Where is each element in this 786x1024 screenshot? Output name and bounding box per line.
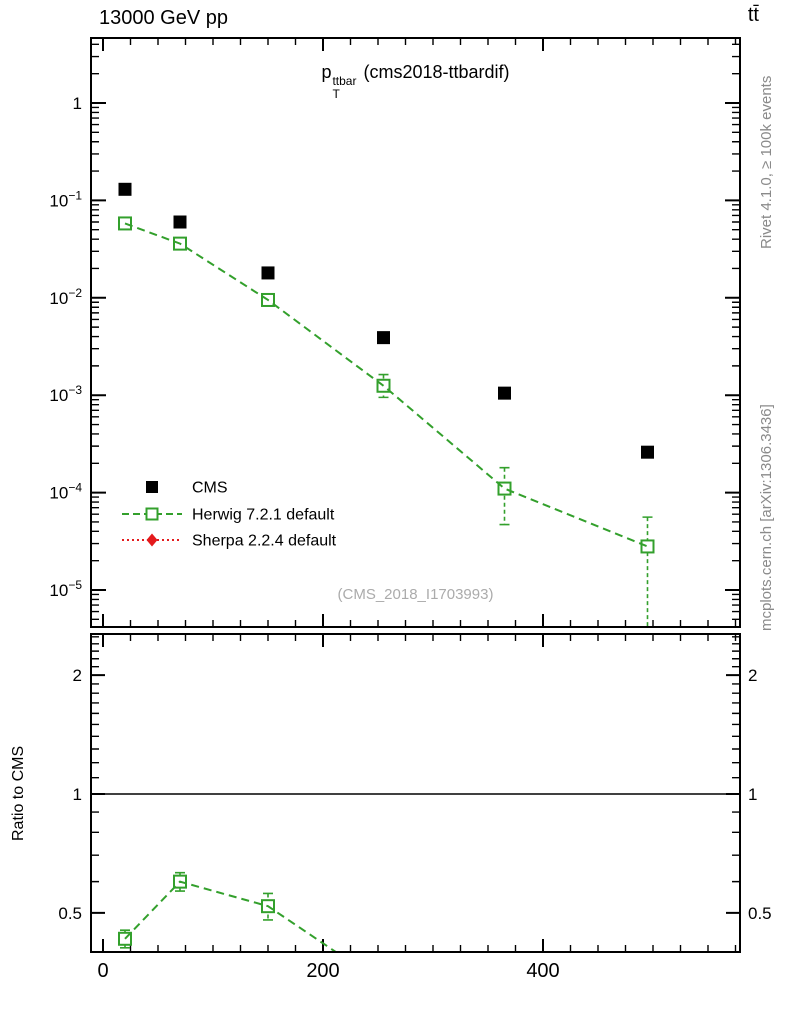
observable-base: p [321,62,332,82]
process-title: tt̄ [747,4,759,26]
tick-label: 1 [748,785,757,804]
axis-tick-labels: 1 10−1 10−2 10−3 10−4 10−5 2 2 1 1 0.5 0.5 0 200 400 [49,94,771,982]
tick-label: 10−2 [49,286,82,308]
beam-energy-title: 13000 GeV pp [99,7,228,29]
tick-label: 10−4 [49,481,82,503]
analysis-tag: (cms2018-ttbardif) [363,62,510,82]
tick-label: 400 [526,960,559,982]
main-herwig-series [118,216,655,626]
observable-subscript: T [332,86,340,101]
observable-supsub: ttbar T [332,75,356,100]
ratio-axis-label: Ratio to CMS [10,745,27,841]
legend-marker [146,533,158,547]
tick-label: 10−3 [49,383,82,405]
tick-label: 0.5 [58,904,82,923]
ratio-frame [90,633,741,953]
legend-label: Sherpa 2.2.4 default [192,533,337,550]
tick-label: 1 [73,94,82,113]
legend: CMS Herwig 7.2.1 default Sherpa 2.2.4 defa… [122,480,337,550]
tick-label: 2 [73,666,82,685]
observable-superscript: ttbar [332,74,357,88]
legend-marker [146,481,158,493]
analysis-watermark: (CMS_2018_I1703993) [337,586,494,603]
main-cms-series [118,182,654,459]
observable-title: p ttbar T (cms2018-ttbardif) [91,62,740,100]
ratio-herwig-series [118,871,337,951]
mcplots-arxiv-note: mcplots.cern.ch [arXiv:1306.3436] [758,404,775,631]
legend-marker [145,507,159,521]
major-ticks [91,38,740,952]
main-frame [90,37,741,628]
tick-label: 2 [748,666,757,685]
tick-label: 0 [97,960,108,982]
legend-label: Herwig 7.2.1 default [192,507,335,524]
tick-label: 200 [306,960,339,982]
tick-label: 10−1 [49,188,82,210]
rivet-version-note: Rivet 4.1.0, ≥ 100k events [758,75,775,249]
tick-label: 0.5 [748,904,772,923]
legend-label: CMS [192,480,228,497]
tick-label: 1 [73,785,82,804]
tick-label: 10−5 [49,578,82,600]
minor-ticks [91,38,740,952]
